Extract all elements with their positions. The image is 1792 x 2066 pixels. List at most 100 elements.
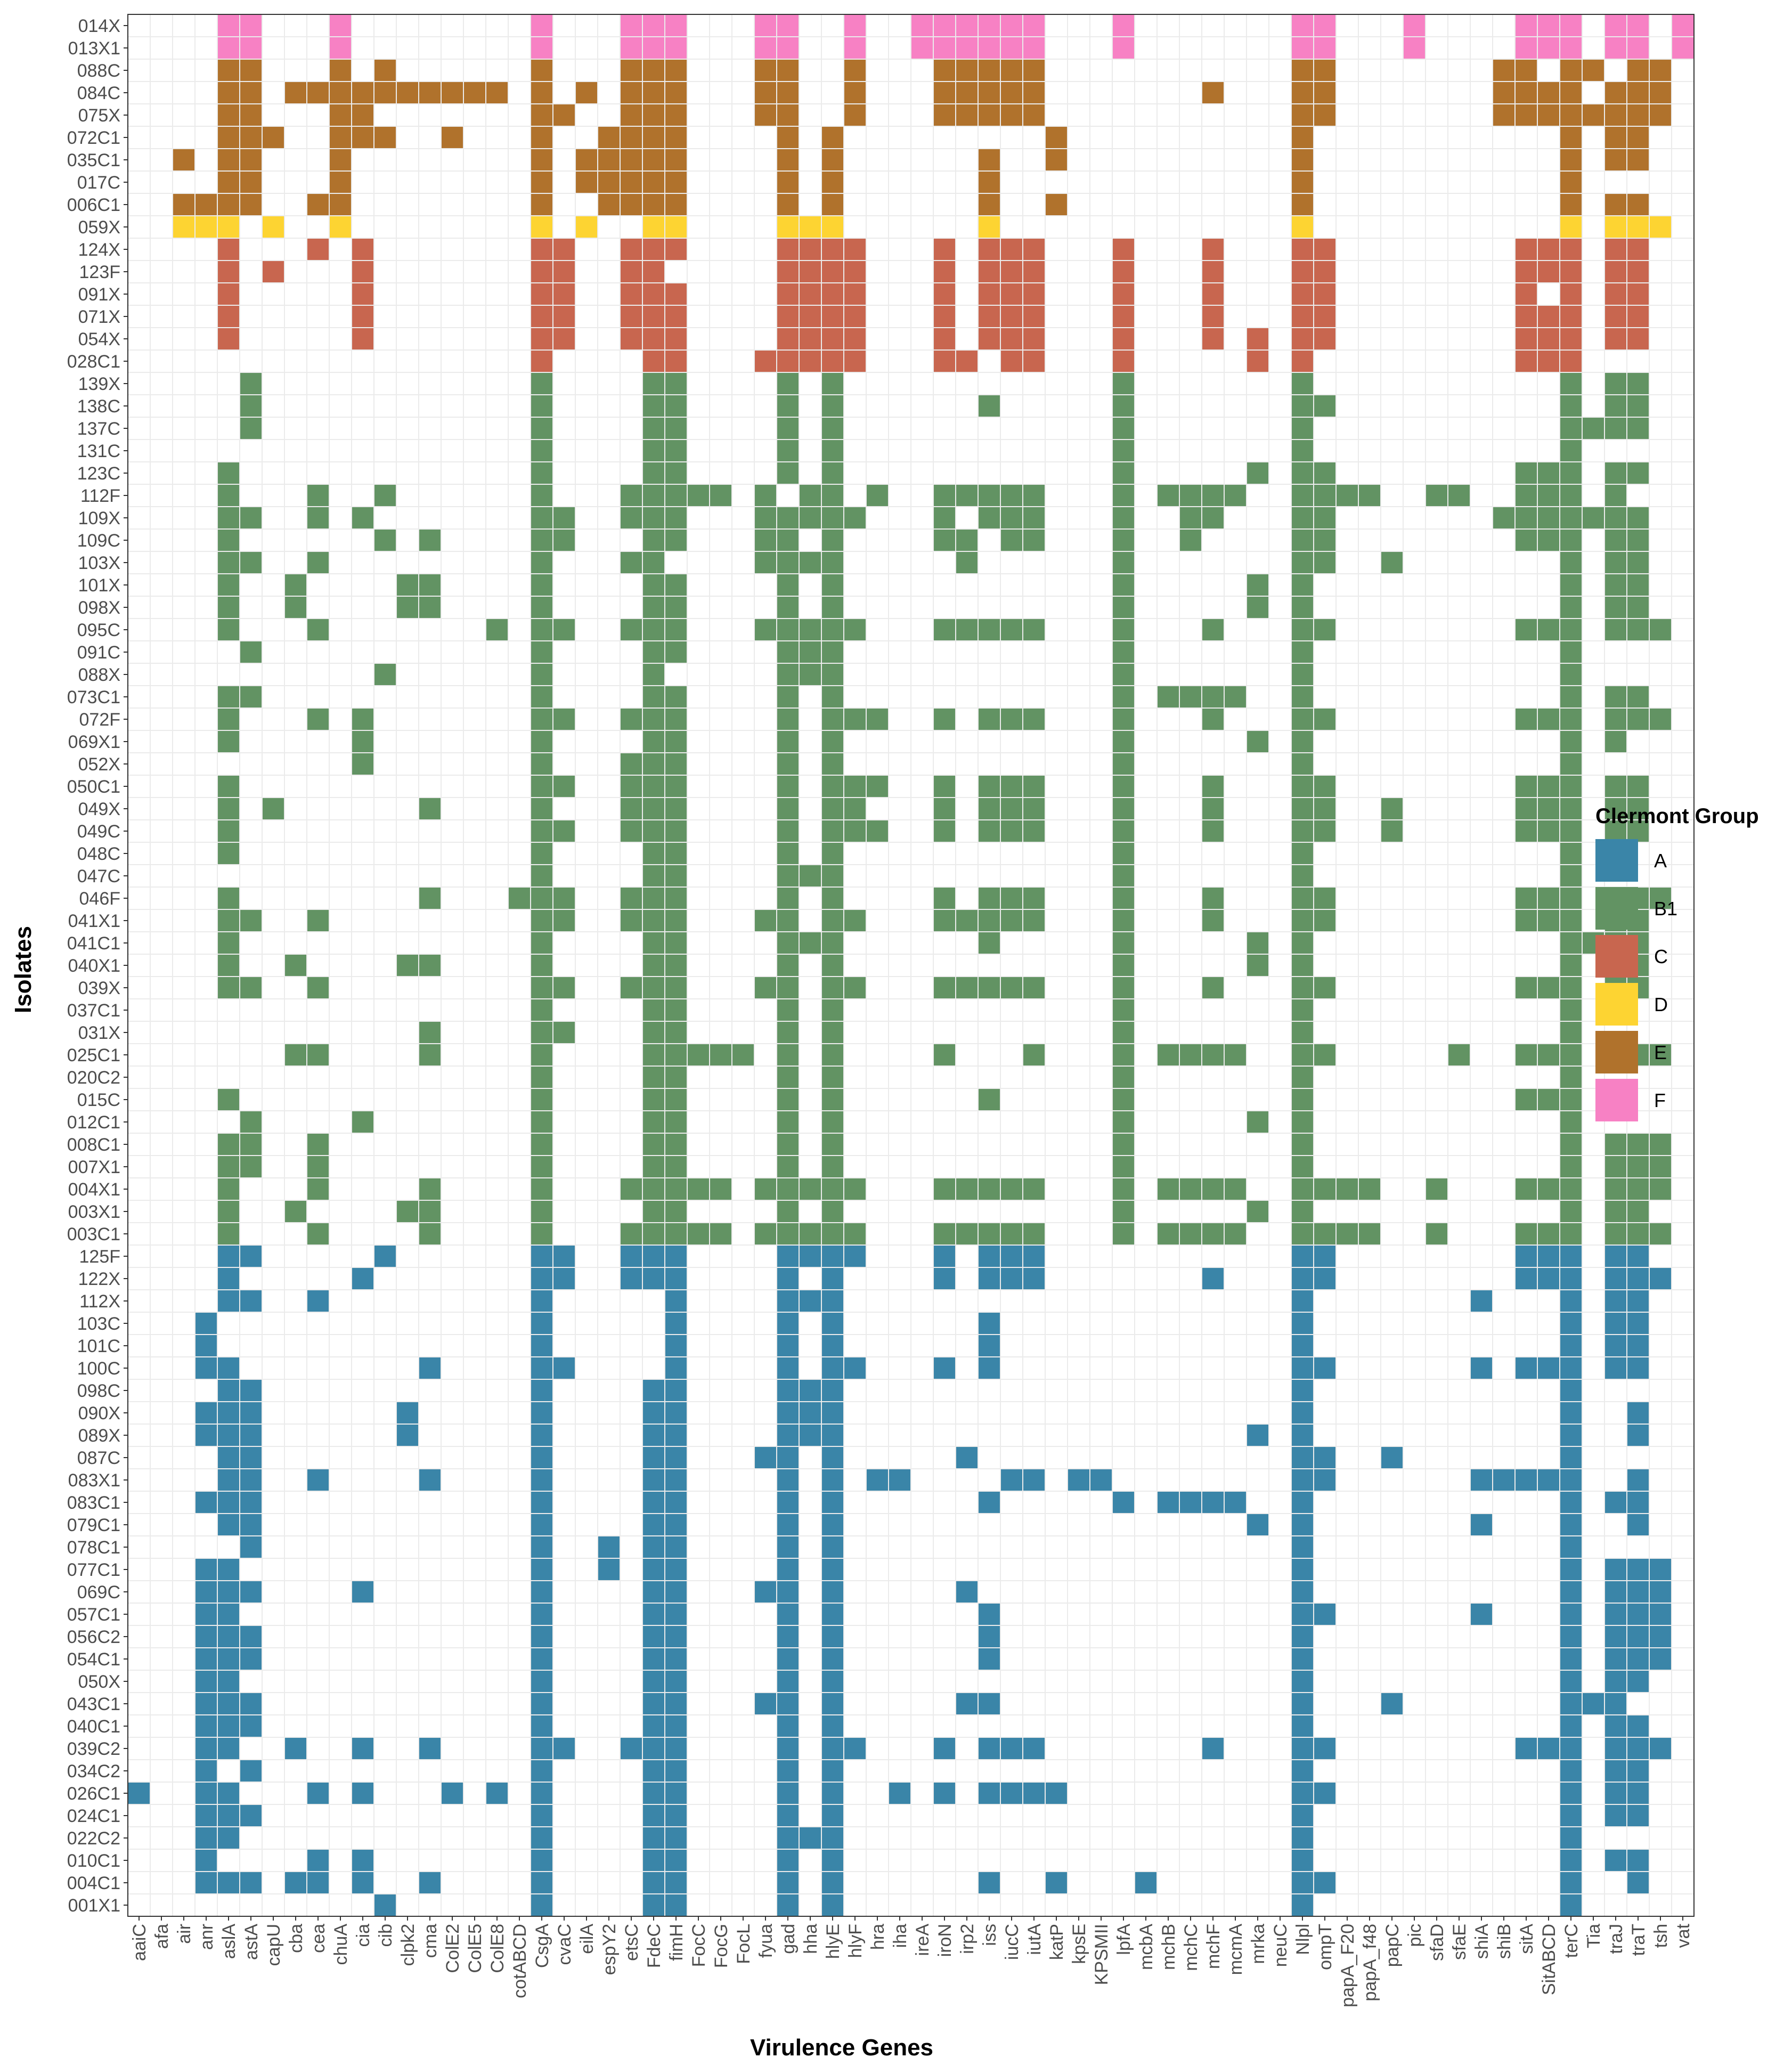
heatmap-cell: [822, 1671, 843, 1692]
heatmap-cell: [822, 820, 843, 842]
heatmap-cell: [1605, 1134, 1626, 1155]
heatmap-cell: [218, 910, 239, 931]
heatmap-cell: [1538, 1178, 1559, 1200]
heatmap-cell: [979, 395, 1000, 417]
heatmap-cell: [777, 530, 799, 551]
heatmap-cell: [1113, 373, 1134, 394]
heatmap-cell: [665, 865, 687, 886]
heatmap-cell: [777, 1783, 799, 1804]
x-tick-label: pic: [1405, 1924, 1425, 1947]
heatmap-cell: [1627, 1783, 1649, 1804]
heatmap-cell: [1292, 328, 1313, 349]
heatmap-cell: [531, 216, 552, 238]
heatmap-cell: [218, 216, 239, 238]
heatmap-cell: [665, 1313, 687, 1334]
heatmap-cell: [330, 216, 351, 238]
heatmap-cell: [1605, 1783, 1626, 1804]
heatmap-cell: [643, 216, 664, 238]
heatmap-cell: [822, 1268, 843, 1289]
heatmap-cell: [1650, 619, 1671, 640]
heatmap-cell: [1292, 1044, 1313, 1065]
heatmap-cell: [1292, 1246, 1313, 1267]
heatmap-cell: [1560, 641, 1582, 663]
heatmap-cell: [643, 1111, 664, 1133]
heatmap-cell: [822, 999, 843, 1021]
heatmap-cell: [218, 1469, 239, 1491]
heatmap-cell: [665, 1402, 687, 1424]
heatmap-cell: [240, 1447, 262, 1468]
heatmap-cell: [1627, 1223, 1649, 1245]
heatmap-cell: [777, 1089, 799, 1110]
heatmap-cell: [240, 1872, 262, 1893]
heatmap-cell: [621, 306, 642, 327]
heatmap-cell: [1560, 395, 1582, 417]
heatmap-cell: [307, 239, 329, 260]
heatmap-cell: [1560, 731, 1582, 752]
heatmap-cell: [218, 306, 239, 327]
heatmap-cell: [777, 1447, 799, 1468]
heatmap-cell: [643, 15, 664, 36]
heatmap-cell: [1583, 60, 1604, 81]
heatmap-cell: [643, 1559, 664, 1580]
x-tick-label: irp2: [957, 1924, 978, 1954]
heatmap-cell: [800, 239, 821, 260]
heatmap-cell: [1560, 1089, 1582, 1110]
heatmap-cell: [1605, 1201, 1626, 1222]
heatmap-cell: [621, 60, 642, 81]
heatmap-cell: [1202, 1492, 1224, 1513]
heatmap-cell: [531, 1246, 552, 1267]
heatmap-cell: [822, 641, 843, 663]
heatmap-cell: [1292, 1223, 1313, 1245]
heatmap-cell: [598, 149, 620, 170]
x-tick-label: shiB: [1494, 1924, 1514, 1959]
heatmap-cell: [196, 1805, 217, 1826]
heatmap-cell: [218, 1268, 239, 1289]
heatmap-cell: [1314, 261, 1335, 282]
heatmap-cell: [1001, 776, 1022, 797]
heatmap-cell: [1314, 888, 1335, 909]
heatmap-cell: [665, 1469, 687, 1491]
heatmap-cell: [1202, 977, 1224, 998]
heatmap-cell: [531, 60, 552, 81]
heatmap-cell: [665, 306, 687, 327]
heatmap-cell: [1113, 306, 1134, 327]
y-tick-label: 049X: [78, 799, 120, 819]
heatmap-cell: [1627, 1626, 1649, 1647]
heatmap-cell: [1113, 1492, 1134, 1513]
heatmap-cell: [643, 1223, 664, 1245]
heatmap-cell: [1560, 1268, 1582, 1289]
heatmap-cell: [822, 239, 843, 260]
heatmap-cell: [240, 1246, 262, 1267]
heatmap-cell: [822, 865, 843, 886]
heatmap-cell: [419, 1044, 441, 1065]
x-tick-label: hlyE: [823, 1924, 843, 1959]
heatmap-cell: [934, 283, 955, 305]
heatmap-cell: [1202, 283, 1224, 305]
heatmap-cell: [1001, 60, 1022, 81]
heatmap-cell: [1560, 530, 1582, 551]
heatmap-cell: [1560, 1022, 1582, 1043]
heatmap-cell: [1292, 1805, 1313, 1826]
heatmap-cell: [643, 709, 664, 730]
heatmap-cell: [822, 1715, 843, 1737]
heatmap-cell: [1314, 1469, 1335, 1491]
heatmap-cell: [934, 1783, 955, 1804]
heatmap-cell: [531, 1581, 552, 1603]
legend-key-c: [1595, 935, 1638, 978]
heatmap-cell: [1583, 1693, 1604, 1714]
heatmap-cell: [1627, 328, 1649, 349]
y-tick-label: 041X1: [68, 911, 120, 931]
heatmap-cell: [1113, 418, 1134, 439]
y-tick-label: 098C: [77, 1381, 120, 1401]
heatmap-cell: [643, 1894, 664, 1916]
heatmap-cell: [240, 1514, 262, 1535]
heatmap-cell: [1180, 530, 1201, 551]
heatmap-cell: [1292, 1693, 1313, 1714]
heatmap-cell: [643, 37, 664, 59]
heatmap-cell: [1314, 306, 1335, 327]
heatmap-cell: [822, 1805, 843, 1826]
heatmap-cell: [822, 149, 843, 170]
heatmap-cell: [1538, 485, 1559, 506]
y-tick-label: 037C1: [67, 1001, 120, 1021]
heatmap-cell: [1650, 1581, 1671, 1603]
